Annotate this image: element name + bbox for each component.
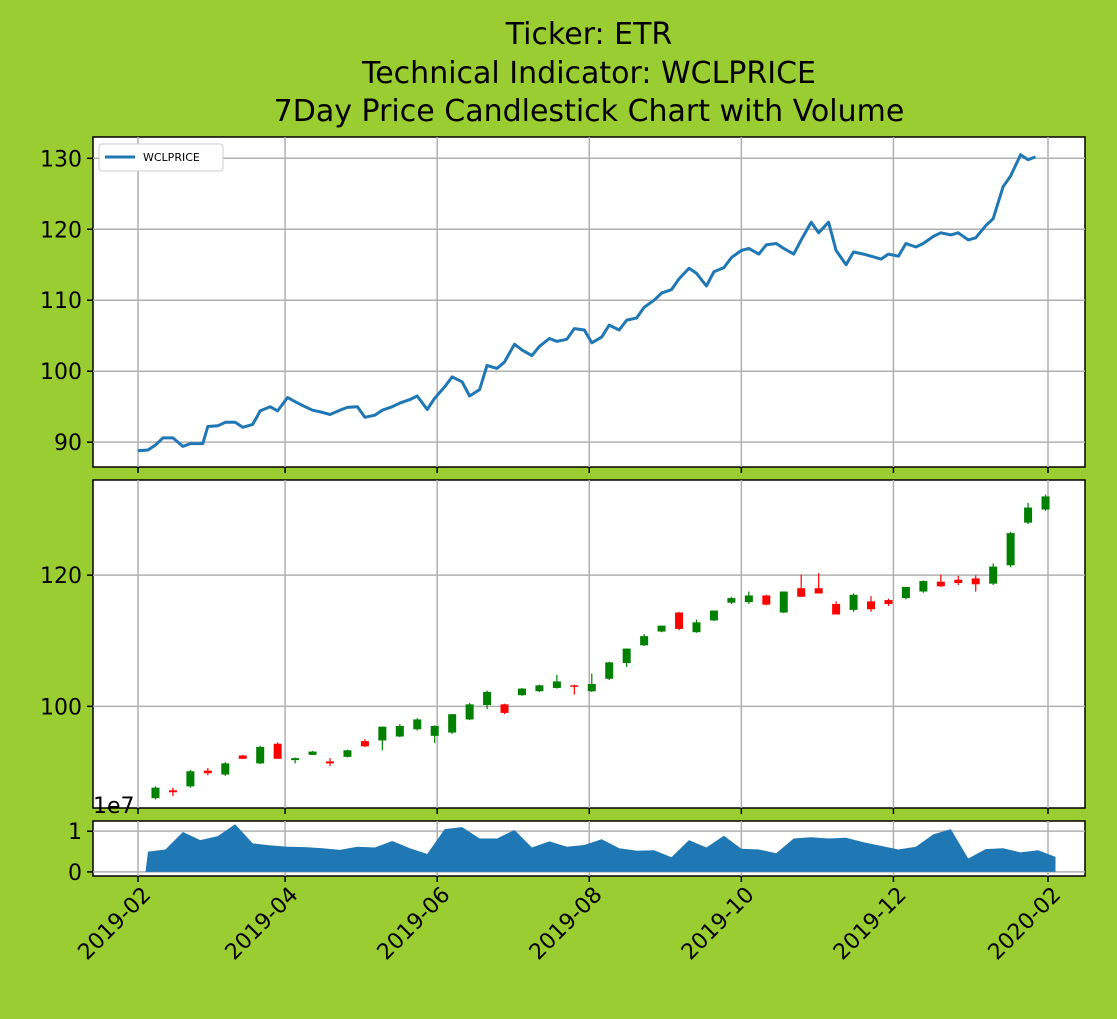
candle-body bbox=[1041, 496, 1050, 510]
y-tick-label: 100 bbox=[40, 695, 82, 720]
candle-body bbox=[465, 704, 474, 720]
legend-label: WCLPRICE bbox=[143, 151, 200, 164]
candle-body bbox=[360, 741, 369, 747]
candlesticks bbox=[151, 494, 1050, 800]
indicator-panel: 90 100 110 120 130 WCLPRICE bbox=[40, 136, 1086, 473]
candle-body bbox=[552, 681, 561, 688]
candle-body bbox=[186, 771, 195, 787]
candle-body bbox=[273, 743, 282, 759]
legend: WCLPRICE bbox=[98, 143, 224, 172]
candle-body bbox=[221, 763, 230, 775]
candle-body bbox=[657, 625, 666, 632]
candle-body bbox=[971, 578, 980, 585]
candle-body bbox=[238, 755, 247, 759]
candle-body bbox=[570, 685, 579, 687]
candle-body bbox=[500, 704, 509, 713]
y-tick-label: 0 bbox=[68, 861, 82, 886]
candle-body bbox=[814, 588, 823, 594]
candle-body bbox=[256, 746, 265, 764]
indicator-y-ticks: 90 100 110 120 130 bbox=[40, 147, 93, 456]
candle-body bbox=[448, 714, 457, 733]
title-line-1: Ticker: ETR bbox=[505, 17, 673, 52]
y-tick-label: 100 bbox=[40, 360, 82, 385]
candle-body bbox=[395, 726, 404, 737]
candle-body bbox=[168, 790, 177, 793]
candle-body bbox=[308, 751, 317, 755]
candle-body bbox=[1006, 533, 1015, 566]
candle-body bbox=[430, 726, 439, 736]
title-line-3: 7Day Price Candlestick Chart with Volume bbox=[274, 94, 905, 129]
candle-body bbox=[779, 591, 788, 613]
candle-body bbox=[709, 610, 718, 621]
candle-body bbox=[483, 691, 492, 706]
volume-y-ticks: 01 bbox=[68, 820, 93, 886]
candle-body bbox=[919, 581, 928, 592]
y-tick-label: 90 bbox=[54, 431, 82, 456]
candle-body bbox=[989, 566, 998, 584]
candlestick-x-tick-marks bbox=[137, 808, 1049, 814]
volume-panel: 01 1e7 2019-02 2019-04 2019-06 2019-08 2019-… bbox=[68, 794, 1086, 965]
candle-body bbox=[762, 595, 771, 605]
candlestick-panel: 100 120 bbox=[40, 479, 1086, 814]
y-tick-label: 130 bbox=[40, 147, 82, 172]
candle-body bbox=[954, 579, 963, 583]
indicator-grid bbox=[93, 137, 1085, 467]
legend-box bbox=[98, 143, 224, 172]
candle-body bbox=[640, 636, 649, 646]
candle-body bbox=[622, 648, 631, 664]
candle-body bbox=[535, 685, 544, 692]
candlestick-grid bbox=[93, 480, 1085, 808]
candle-body bbox=[587, 684, 596, 692]
volume-offset-label: 1e7 bbox=[93, 794, 135, 819]
candle-body bbox=[413, 719, 422, 730]
candle-body bbox=[605, 662, 614, 679]
candle-body bbox=[936, 581, 945, 587]
candle-body bbox=[797, 588, 806, 597]
candle-body bbox=[1024, 507, 1033, 523]
candle-body bbox=[343, 750, 352, 757]
candle-body bbox=[849, 594, 858, 610]
candlestick-y-ticks: 100 120 bbox=[40, 564, 93, 720]
candle-body bbox=[675, 612, 684, 629]
candle-body bbox=[326, 761, 334, 764]
candle-body bbox=[832, 603, 841, 615]
y-tick-label: 1 bbox=[68, 820, 82, 845]
y-tick-label: 120 bbox=[40, 218, 82, 243]
y-tick-label: 110 bbox=[40, 289, 82, 314]
candle-body bbox=[884, 600, 893, 604]
candle-body bbox=[692, 622, 701, 633]
candle-body bbox=[744, 595, 753, 603]
volume-area bbox=[145, 824, 1056, 872]
candle-body bbox=[867, 601, 876, 610]
candle-body bbox=[517, 688, 526, 696]
title-line-2: Technical Indicator: WCLPRICE bbox=[361, 56, 816, 91]
candle-body bbox=[901, 586, 910, 599]
candle-body bbox=[378, 726, 387, 741]
candle-body bbox=[151, 787, 160, 799]
y-tick-label: 120 bbox=[40, 564, 82, 589]
candle-body bbox=[203, 770, 212, 774]
wclprice-line bbox=[137, 153, 1037, 453]
candle-body bbox=[727, 598, 736, 603]
indicator-x-tick-marks bbox=[137, 467, 1049, 473]
candle-body bbox=[291, 758, 300, 761]
chart-title: Ticker: ETR Technical Indicator: WCLPRIC… bbox=[274, 17, 905, 129]
